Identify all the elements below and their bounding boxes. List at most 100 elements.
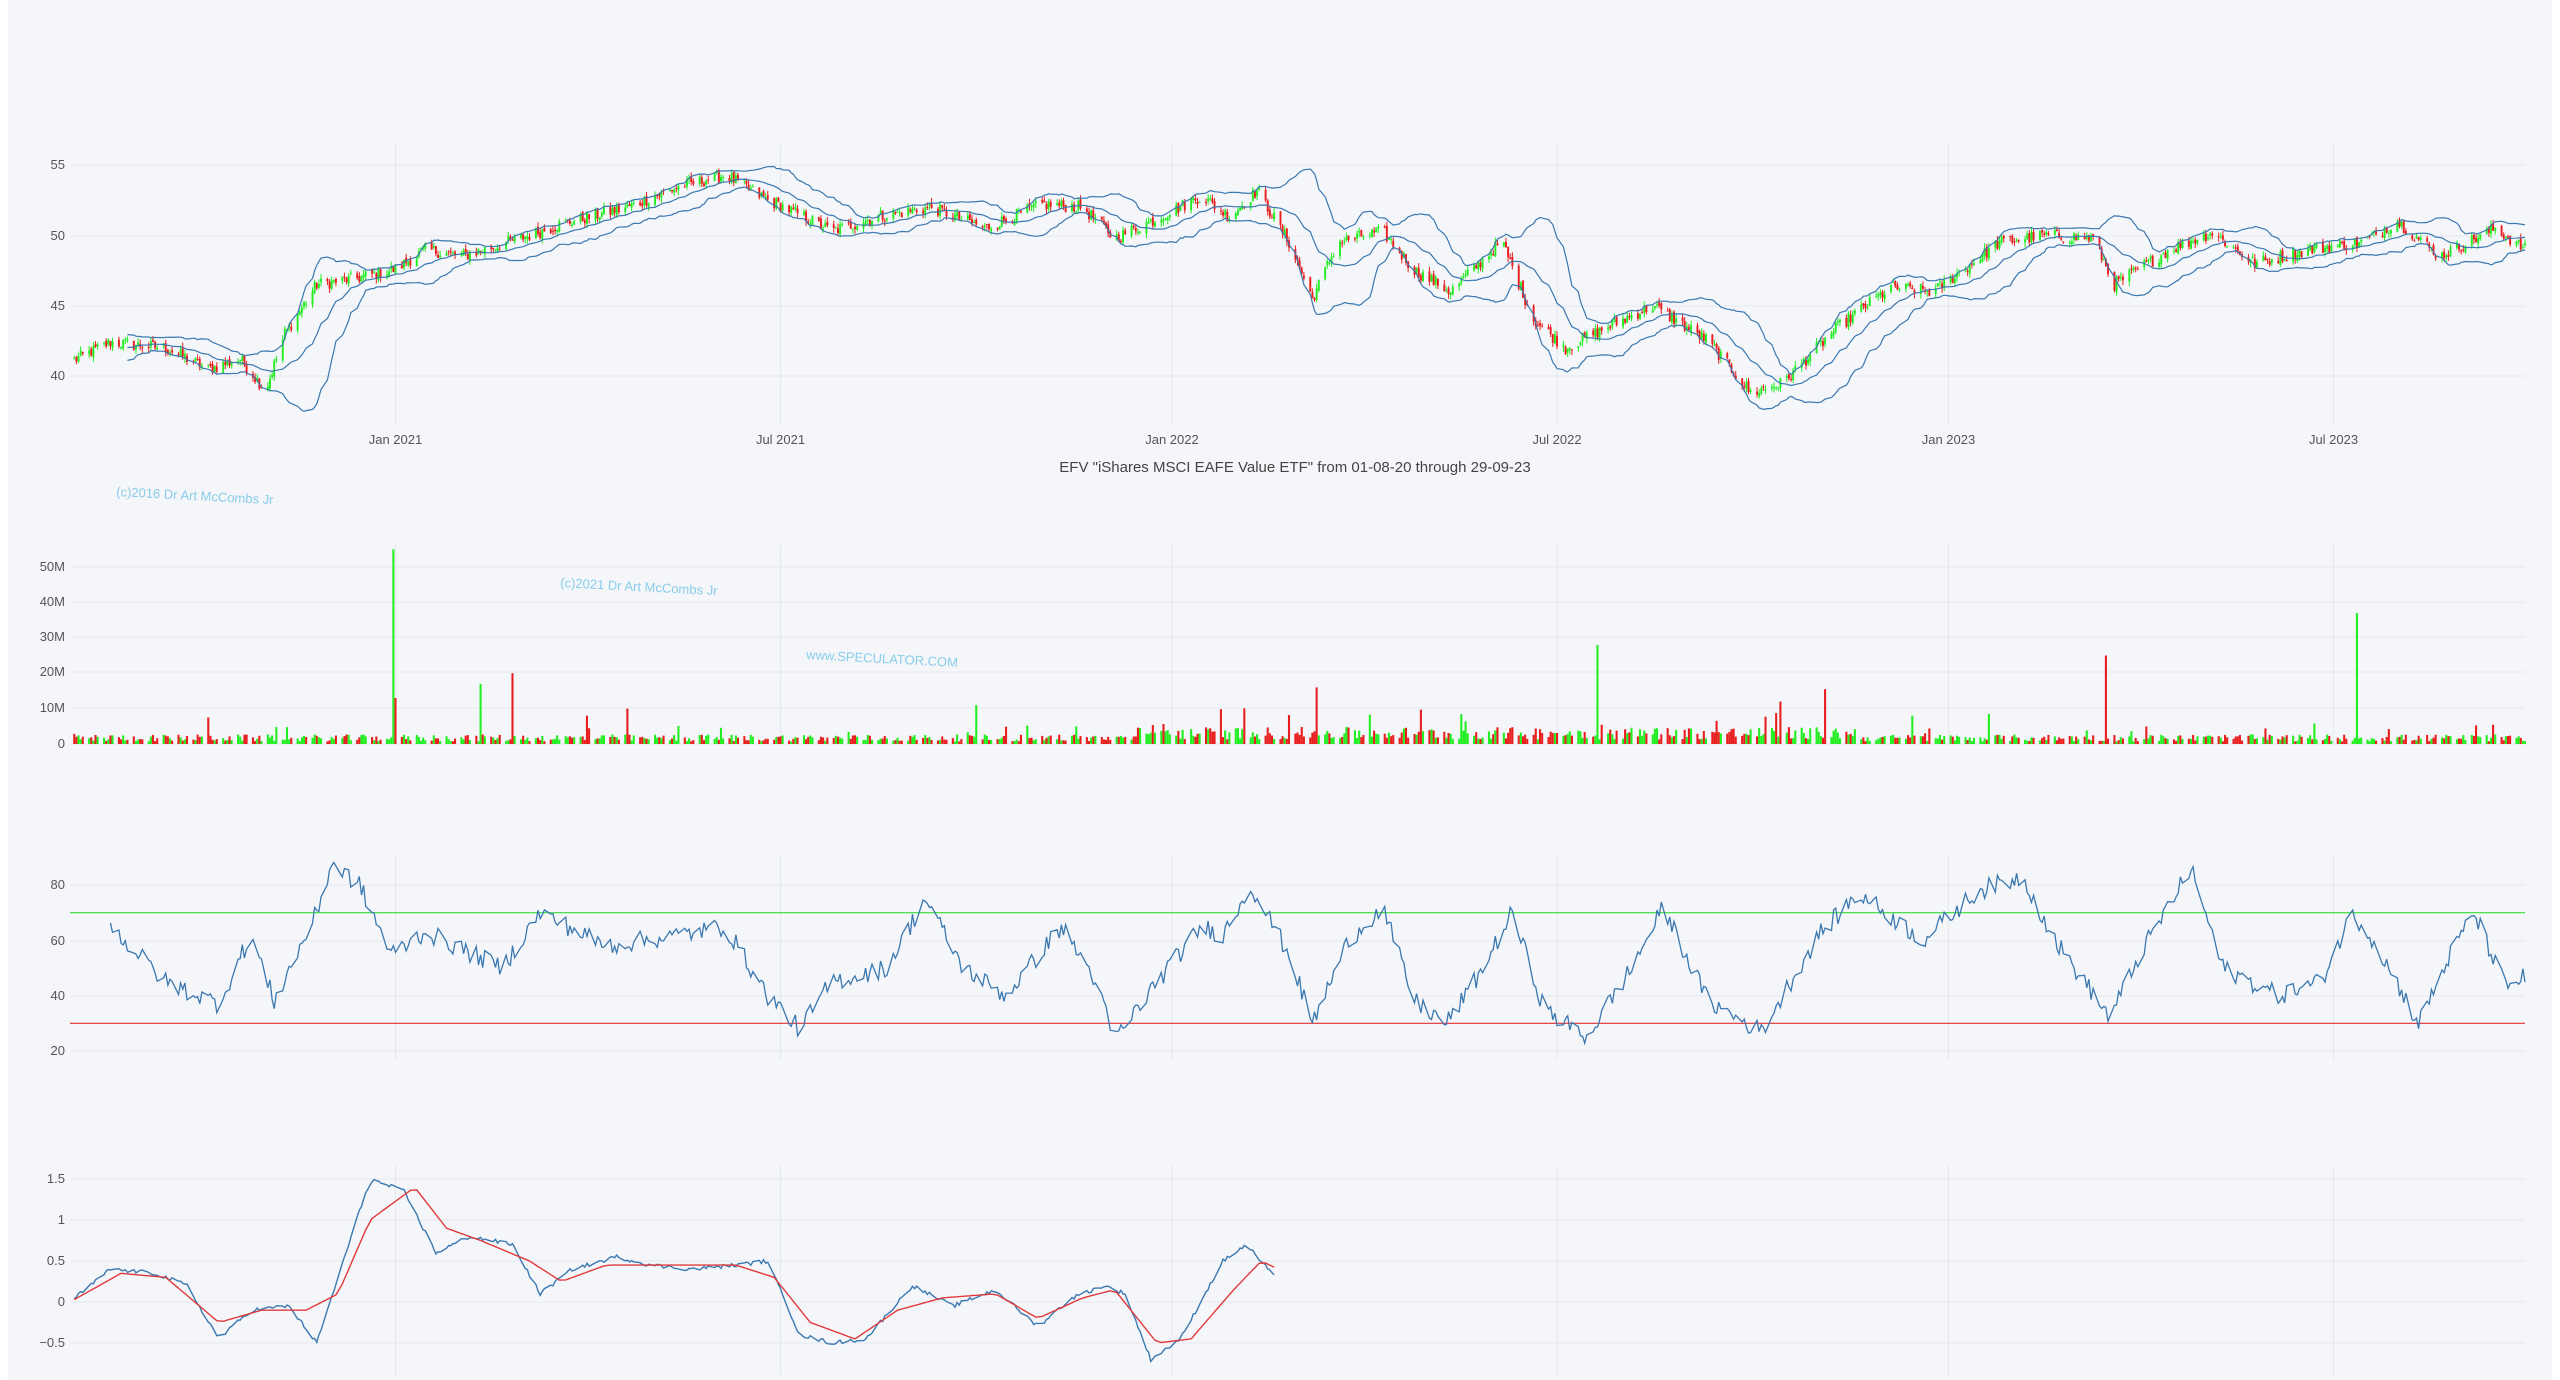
volume-bar — [585, 715, 588, 744]
candle-body — [134, 345, 137, 350]
candle-body — [2204, 233, 2207, 242]
volume-bar — [1092, 736, 1095, 744]
candle-body — [837, 228, 839, 233]
candle-body — [2151, 256, 2154, 267]
volume-bar — [2189, 738, 2193, 744]
candle-body — [609, 205, 612, 215]
candle-body — [2221, 235, 2224, 240]
candle-body — [1005, 218, 1008, 222]
volume-bar — [2389, 741, 2393, 744]
candle-body — [1436, 278, 1439, 286]
candle-body — [1551, 334, 1554, 343]
volume-bar — [2477, 736, 2480, 744]
candle-body — [2283, 258, 2286, 261]
candle-body — [1628, 316, 1631, 318]
volume-bar — [1139, 727, 1142, 744]
candle-body — [1696, 325, 1699, 333]
volume-bar — [2306, 738, 2310, 744]
candle-body — [1388, 237, 1390, 240]
volume-bar — [2519, 737, 2522, 744]
volume-bar — [2413, 740, 2416, 744]
volume-bar — [760, 741, 763, 744]
candle-body — [1717, 347, 1720, 360]
volume-bar — [2485, 735, 2488, 744]
volume-bar — [1419, 709, 1422, 744]
volume-bar — [215, 739, 218, 744]
volume-bar — [675, 740, 678, 744]
y-tick-label: 0.5 — [47, 1253, 65, 1268]
candle-body — [171, 350, 174, 353]
candle-body — [922, 210, 925, 214]
volume-bar — [1743, 733, 1746, 744]
candle-body — [1324, 267, 1327, 280]
volume-bar — [1407, 737, 1410, 744]
volume-bar — [1787, 727, 1790, 744]
volume-bar — [2115, 741, 2118, 744]
volume-bar — [2032, 737, 2035, 744]
candle-body — [537, 226, 539, 235]
volume-bar — [2187, 738, 2190, 744]
candle-body — [541, 229, 544, 239]
candle-body — [320, 278, 322, 282]
candle-body — [1300, 267, 1303, 274]
volume-bar — [766, 738, 769, 744]
volume-bar — [717, 739, 720, 744]
volume-bar — [732, 741, 735, 744]
volume-bar — [1958, 736, 1961, 744]
candle-body — [1549, 327, 1552, 335]
volume-bar — [928, 736, 931, 744]
volume-bar — [1749, 729, 1752, 744]
volume-bar — [92, 740, 95, 744]
volume-bar — [2470, 734, 2473, 744]
candle-body — [877, 215, 880, 222]
volume-bar — [1000, 737, 1003, 744]
candle-body — [1979, 260, 1982, 263]
volume-bar — [2430, 738, 2433, 744]
candle-body — [685, 179, 688, 187]
volume-bar — [1909, 737, 1912, 744]
candle-body — [2090, 235, 2092, 242]
candle-body — [1432, 273, 1435, 286]
candle-body — [245, 363, 248, 373]
candle-body — [926, 206, 929, 208]
candle-body — [1162, 220, 1165, 222]
volume-bar — [924, 735, 927, 744]
volume-bar — [568, 736, 571, 744]
volume-bar — [230, 740, 233, 744]
volume-bar — [1362, 734, 1365, 744]
candle-body — [2428, 243, 2431, 248]
candle-body — [1964, 268, 1967, 272]
volume-bar — [764, 738, 767, 744]
volume-bar — [302, 735, 306, 744]
volume-bar — [579, 736, 582, 744]
candle-body — [1594, 328, 1597, 337]
candle-body — [626, 204, 629, 207]
candle-body — [1458, 283, 1461, 287]
candle-body — [1343, 241, 1346, 243]
candle-body — [2100, 248, 2103, 261]
candle-body — [688, 178, 691, 180]
candle-body — [2375, 231, 2378, 235]
volume-bar — [126, 739, 129, 744]
volume-bar — [164, 735, 167, 744]
candle-body — [2045, 232, 2048, 235]
candle-body — [298, 311, 301, 316]
candle-body — [2015, 241, 2018, 243]
candle-body — [660, 191, 663, 199]
volume-bar — [1547, 737, 1550, 744]
candle-body — [1330, 256, 1333, 263]
volume-bar — [2449, 736, 2452, 744]
candle-body — [2011, 235, 2014, 243]
volume-bar — [1124, 736, 1127, 744]
candle-body — [1821, 341, 1824, 347]
volume-bar — [2098, 740, 2101, 744]
candle-body — [194, 357, 197, 363]
volume-bar — [2072, 741, 2076, 744]
volume-bar — [1507, 732, 1510, 744]
y-tick-label: 55 — [51, 157, 65, 172]
candle-body — [596, 208, 599, 219]
volume-bar — [1015, 739, 1018, 744]
volume-bar — [583, 739, 586, 744]
volume-bar — [1490, 738, 1493, 744]
volume-bar — [1062, 740, 1065, 744]
